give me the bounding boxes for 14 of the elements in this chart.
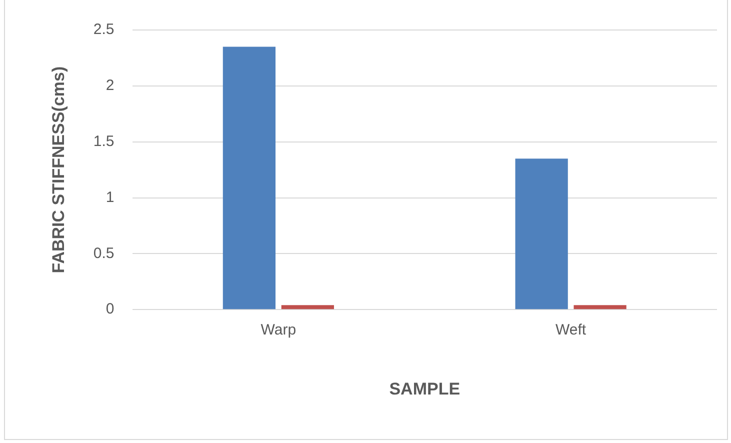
y-tick-label: 1 xyxy=(106,188,114,206)
y-tick-label: 0 xyxy=(106,300,114,318)
bar xyxy=(222,46,276,310)
bar xyxy=(515,158,568,310)
x-tick-label: Weft xyxy=(556,322,587,339)
x-tick-label: Warp xyxy=(260,322,296,339)
bar xyxy=(574,305,626,310)
x-axis-title: SAMPLE xyxy=(389,379,460,398)
y-tick-label: 2.5 xyxy=(93,21,114,38)
y-tick-label: 0.5 xyxy=(93,244,114,262)
y-tick-label: 1.5 xyxy=(93,132,114,150)
bar xyxy=(281,305,334,310)
y-tick-label: 2 xyxy=(106,77,114,94)
y-axis-title: FABRIC STIFFNESS(cms) xyxy=(48,66,68,274)
